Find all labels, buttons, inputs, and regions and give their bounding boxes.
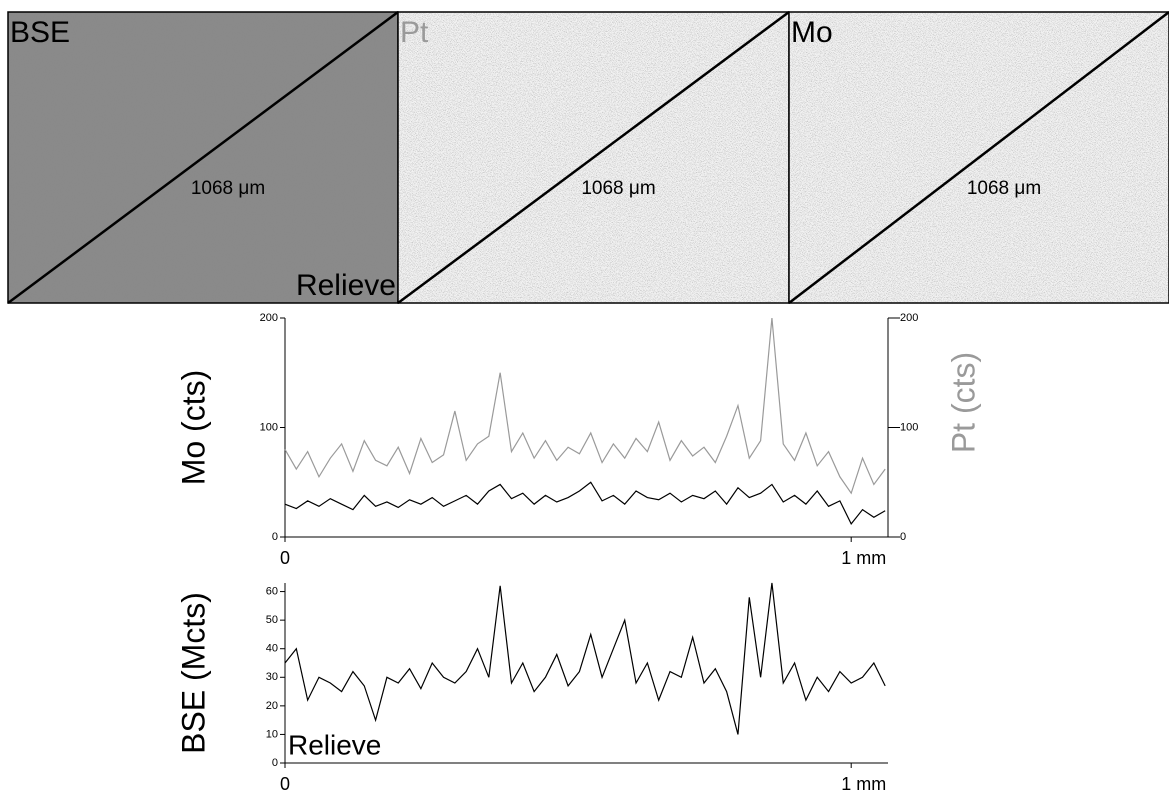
y-tick-label: 60 [266, 585, 278, 597]
y-tick-label: 20 [266, 700, 278, 712]
map-label: Mo [791, 16, 833, 49]
x-tick-label: 0 [280, 774, 290, 794]
y2-tick-label: 200 [900, 312, 918, 324]
y-tick-label: 200 [260, 312, 278, 324]
annotation: Relieve [288, 729, 381, 760]
scan-length: 1068 μm [581, 178, 655, 199]
series-line [284, 582, 886, 735]
y-axis-title: BSE (Mcts) [175, 592, 211, 754]
y2-tick-label: 0 [900, 531, 906, 543]
y-tick-label: 50 [266, 614, 278, 626]
y-tick-label: 10 [266, 728, 278, 740]
y-tick-label: 0 [272, 531, 278, 543]
y-tick-label: 30 [266, 671, 278, 683]
x-tick-label: 0 [280, 548, 290, 568]
map-label: Pt [400, 16, 429, 49]
y2-axis-title: Pt (cts) [945, 352, 981, 453]
scan-line [7, 10, 399, 305]
y2-tick-label: 100 [900, 421, 918, 433]
y-tick-label: 0 [272, 757, 278, 769]
map-annotation: Relieve [296, 269, 396, 302]
series-line [284, 317, 886, 495]
scan-line [397, 10, 790, 305]
x-tick-label: 1 mm [841, 774, 886, 794]
scan-length: 1068 μm [967, 178, 1041, 199]
image-panels: BSE 1068 μm Relieve Pt 1068 μm Mo 1068 μm [7, 10, 1169, 305]
y-axis-title: Mo (cts) [175, 370, 211, 486]
map-frame [788, 11, 1169, 304]
x-tick-label: 1 mm [841, 548, 886, 568]
y-tick-label: 40 [266, 643, 278, 655]
scan-length: 1068 μm [191, 178, 265, 199]
scan-line [788, 11, 1169, 304]
series-line [284, 481, 886, 525]
y-tick-label: 100 [260, 421, 278, 433]
map-label: BSE [10, 16, 70, 49]
